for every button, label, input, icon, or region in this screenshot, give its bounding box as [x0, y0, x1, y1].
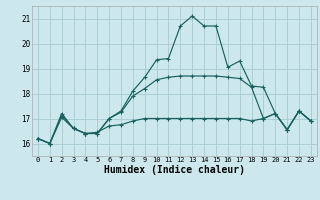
X-axis label: Humidex (Indice chaleur): Humidex (Indice chaleur) — [104, 165, 245, 175]
